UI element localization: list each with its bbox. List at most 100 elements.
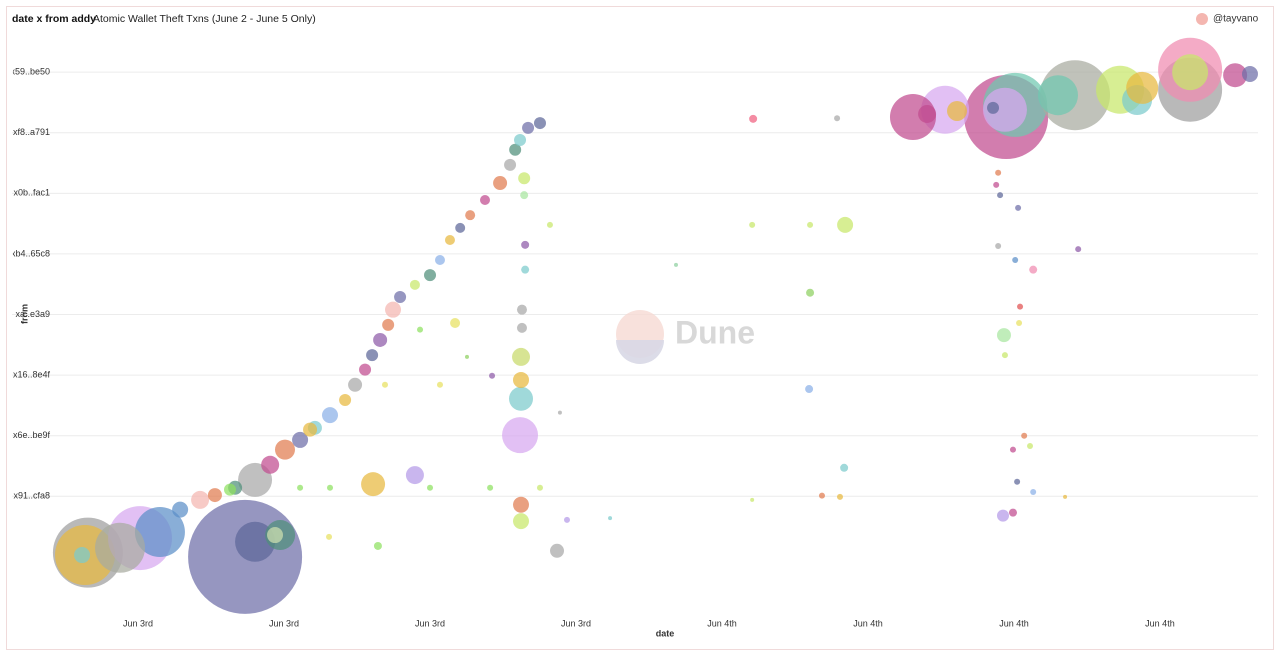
chart-title: date x from addy: [12, 13, 96, 25]
bubble: [1172, 54, 1209, 91]
legend-swatch: [1196, 13, 1208, 25]
bubble: [522, 121, 535, 134]
bubble: [997, 509, 1010, 522]
bubble: [238, 462, 273, 497]
x-tick-label: Jun 3rd: [269, 618, 299, 628]
bubble: [518, 172, 531, 185]
bubble: [465, 210, 476, 221]
bubble: [327, 484, 334, 491]
bubble: [1126, 71, 1159, 104]
bubble: [1015, 204, 1022, 211]
bubble: [134, 507, 185, 558]
bubble: [837, 216, 854, 233]
bubble: [417, 326, 424, 333]
bubble: [520, 191, 529, 200]
bubble: [996, 328, 1011, 343]
bubble: [918, 104, 937, 123]
bubble: [434, 254, 445, 265]
bubble: [533, 117, 546, 130]
x-tick-labels: Jun 3rd Jun 3rd Jun 3rd Jun 3rd Jun 4th Jun 4…: [123, 618, 1175, 628]
bubble: [1241, 65, 1258, 82]
bubble: [516, 322, 527, 333]
bubble: [427, 484, 434, 491]
bubble: [550, 543, 565, 558]
bubble: [1017, 303, 1024, 310]
legend: @tayvano: [1196, 13, 1259, 25]
bubble: [274, 439, 295, 460]
bubble: [512, 347, 531, 366]
bubble: [749, 114, 758, 123]
bubble: [608, 516, 613, 521]
y-tick-label: x59..be50: [10, 67, 50, 77]
y-axis-label: from: [19, 304, 29, 324]
x-tick-label: Jun 4th: [853, 618, 883, 628]
bubble: [1063, 494, 1068, 499]
bubble: [1001, 352, 1008, 359]
legend-label: @tayvano: [1213, 14, 1259, 25]
bubble: [1223, 63, 1248, 88]
bubble: [444, 235, 455, 245]
bubble: [381, 381, 388, 388]
bubble: [261, 455, 280, 474]
bubble: [207, 488, 222, 503]
bubble: [359, 363, 372, 376]
bubble: [834, 115, 841, 122]
x-tick-label: Jun 4th: [707, 618, 737, 628]
bubble: [409, 279, 420, 290]
y-tick-label: x91..cfa8: [13, 491, 50, 501]
bubble: [818, 492, 825, 499]
bubble: [502, 417, 539, 454]
bubble: [95, 522, 146, 573]
x-tick-label: Jun 4th: [999, 618, 1029, 628]
bubble: [521, 240, 530, 249]
watermark-logo: [616, 340, 664, 364]
bubble: [997, 192, 1004, 199]
bubble: [489, 372, 496, 379]
bubble: [1009, 446, 1016, 453]
bubble: [1021, 432, 1028, 439]
bubble: [235, 521, 276, 562]
bubble: [836, 493, 843, 500]
bubble: [806, 288, 815, 297]
bubble: [224, 483, 237, 496]
bubble: [1029, 265, 1038, 274]
bubble: [1008, 508, 1017, 517]
x-axis-label: date: [656, 628, 675, 638]
bubble: [361, 472, 386, 497]
bubble: [487, 484, 494, 491]
x-tick-label: Jun 4th: [1145, 618, 1175, 628]
bubble: [995, 243, 1002, 250]
bubble: [557, 410, 562, 415]
bubble: [172, 501, 189, 518]
bubble: [339, 393, 352, 406]
bubble: [1016, 320, 1023, 327]
bubble: [993, 181, 1000, 188]
bubble: [513, 371, 530, 388]
watermark-text: Dune: [675, 314, 755, 350]
bubble: [297, 484, 304, 491]
bubble: [513, 496, 530, 513]
bubble: [1012, 256, 1019, 263]
bubble: [455, 222, 466, 233]
bubble: [436, 381, 443, 388]
bubble: [493, 176, 508, 191]
bubble: [546, 221, 553, 228]
chart-subtitle: Atomic Wallet Theft Txns (June 2 - June …: [93, 13, 316, 25]
bubble: [521, 265, 530, 274]
bubble: [1030, 489, 1037, 496]
bubble: [322, 407, 339, 424]
y-tick-label: xb4..65c8: [11, 248, 50, 258]
bubble: [807, 221, 814, 228]
bubble: [394, 290, 407, 303]
watermark: Dune: [616, 310, 755, 364]
bubble: [450, 318, 461, 329]
bubble: [982, 87, 1027, 132]
bubbles: [52, 37, 1258, 614]
bubble: [292, 431, 309, 448]
bubble: [947, 100, 968, 121]
bubble: [464, 354, 469, 359]
bubble: [1075, 246, 1082, 253]
bubble: [509, 386, 534, 411]
bubble: [509, 143, 522, 156]
